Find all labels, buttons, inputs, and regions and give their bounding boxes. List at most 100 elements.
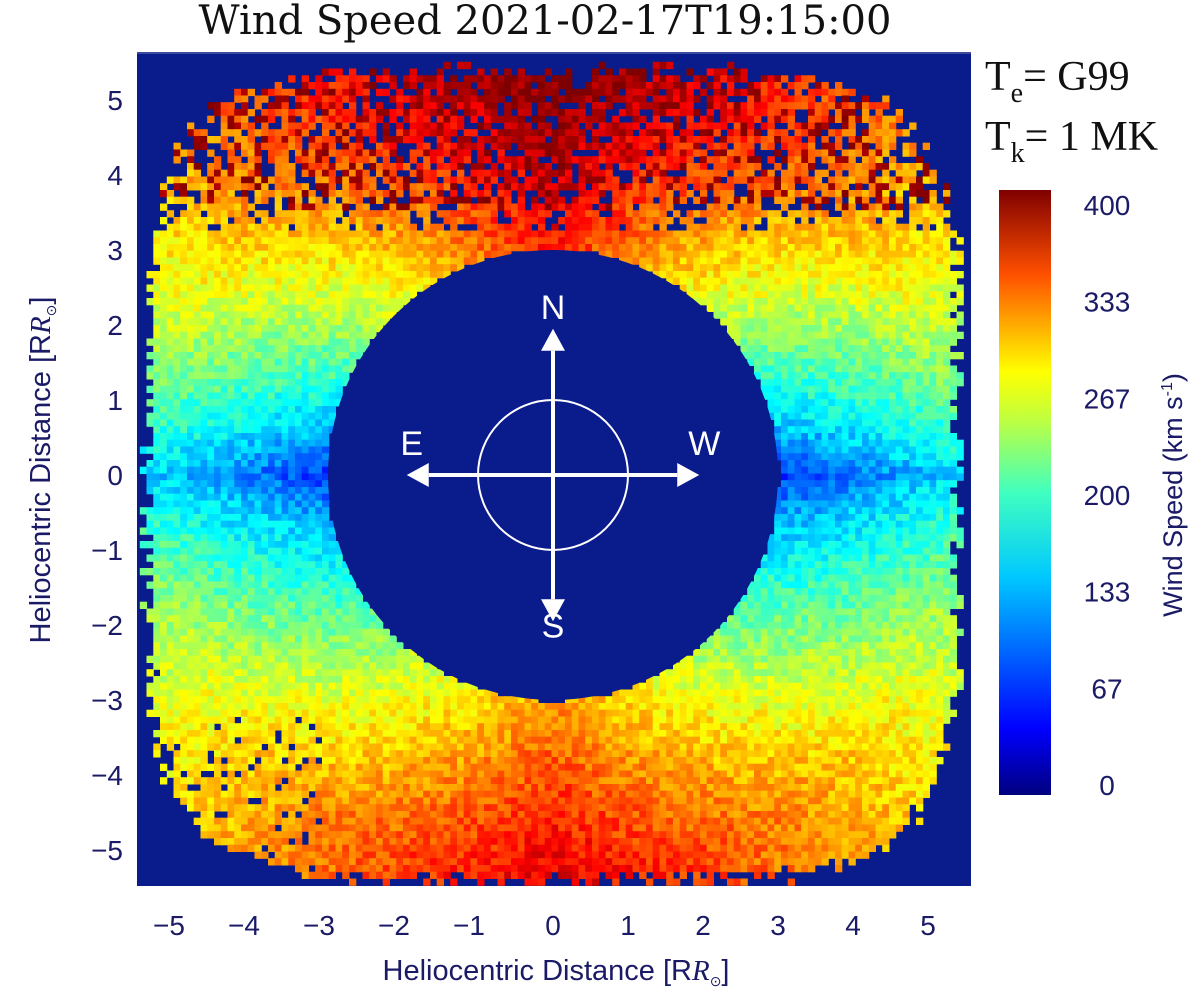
- heatmap-cell: [835, 426, 843, 434]
- heatmap-cell: [902, 365, 910, 373]
- heatmap-cell: [281, 210, 289, 218]
- heatmap-cell: [281, 453, 289, 461]
- heatmap-cell: [747, 82, 755, 90]
- heatmap-cell: [328, 331, 336, 339]
- heatmap-cell: [747, 345, 755, 353]
- heatmap-cell: [308, 392, 316, 400]
- heatmap-cell: [936, 453, 944, 461]
- heatmap-cell: [247, 169, 255, 177]
- heatmap-cell: [268, 136, 276, 144]
- heatmap-cell: [227, 466, 235, 474]
- heatmap-cell: [315, 453, 323, 461]
- heatmap-cell: [841, 480, 849, 488]
- heatmap-cell: [166, 507, 175, 515]
- heatmap-cell: [835, 338, 843, 346]
- heatmap-cell: [281, 102, 289, 110]
- heatmap-cell: [882, 115, 890, 123]
- heatmap-cell: [801, 271, 809, 279]
- heatmap-cell: [288, 75, 296, 83]
- heatmap-cell: [882, 183, 890, 191]
- heatmap-cell: [173, 311, 181, 319]
- heatmap-cell: [841, 520, 849, 528]
- heatmap-cell: [268, 338, 276, 346]
- heatmap-cell: [173, 331, 181, 339]
- heatmap-cell: [760, 331, 768, 339]
- heatmap-cell: [693, 230, 701, 238]
- heatmap-cell: [943, 365, 951, 373]
- heatmap-cell: [889, 142, 897, 150]
- heatmap-cell: [166, 250, 175, 258]
- heatmap-cell: [490, 163, 498, 171]
- heatmap-cell: [774, 257, 782, 265]
- heatmap-cell: [544, 176, 552, 184]
- heatmap-cell: [929, 217, 937, 225]
- heatmap-cell: [787, 210, 795, 218]
- heatmap-cell: [153, 507, 161, 515]
- heatmap-cell: [889, 271, 897, 279]
- heatmap-cell: [855, 399, 863, 407]
- heatmap-cell: [956, 271, 964, 279]
- heatmap-cell: [801, 102, 809, 110]
- heatmap-cell: [207, 514, 215, 522]
- heatmap-cell: [875, 500, 883, 508]
- heatmap-cell: [227, 473, 235, 481]
- heatmap-cell: [868, 392, 876, 400]
- heatmap-cell: [679, 163, 687, 171]
- heatmap-cell: [855, 446, 863, 454]
- heatmap-cell: [274, 358, 282, 366]
- heatmap-cell: [848, 379, 856, 387]
- heatmap-cell: [916, 439, 924, 447]
- heatmap-cell: [794, 210, 802, 218]
- heatmap-cell: [241, 433, 249, 441]
- heatmap-cell: [835, 480, 843, 488]
- heatmap-cell: [538, 75, 546, 83]
- heatmap-cell: [835, 82, 843, 90]
- heatmap-cell: [922, 190, 930, 198]
- heatmap-cell: [828, 190, 836, 198]
- heatmap-cell: [227, 129, 235, 137]
- heatmap-cell: [234, 291, 242, 299]
- heatmap-cell: [875, 196, 883, 204]
- heatmap-cell: [814, 406, 822, 414]
- heatmap-cell: [227, 102, 235, 110]
- heatmap-cell: [450, 163, 458, 171]
- heatmap-cell: [855, 406, 863, 414]
- heatmap-cell: [862, 460, 870, 468]
- heatmap-cell: [315, 325, 323, 333]
- heatmap-cell: [889, 156, 897, 164]
- heatmap-cell: [808, 453, 816, 461]
- heatmap-cell: [848, 318, 856, 326]
- heatmap-cell: [187, 210, 195, 218]
- heatmap-cell: [207, 453, 215, 461]
- heatmap-cell: [389, 271, 397, 279]
- heatmap-cell: [315, 102, 323, 110]
- heatmap-cell: [166, 473, 175, 481]
- heatmap-cell: [943, 433, 951, 441]
- heatmap-cell: [619, 230, 627, 238]
- heatmap-cell: [929, 331, 937, 339]
- heatmap-cell: [457, 156, 465, 164]
- heatmap-cell: [389, 291, 397, 299]
- heatmap-cell: [841, 385, 849, 393]
- heatmap-cell: [288, 230, 296, 238]
- heatmap-cell: [274, 88, 282, 97]
- heatmap-cell: [457, 217, 465, 225]
- heatmap-cell: [180, 352, 188, 360]
- heatmap-cell: [592, 217, 600, 225]
- heatmap-cell: [511, 183, 519, 191]
- heatmap-cell: [362, 277, 370, 285]
- heatmap-cell: [571, 156, 579, 164]
- heatmap-cell: [187, 291, 195, 299]
- heatmap-cell: [821, 237, 829, 245]
- heatmap-cell: [261, 190, 269, 198]
- heatmap-cell: [524, 88, 532, 97]
- heatmap-cell: [747, 190, 755, 198]
- heatmap-cell: [713, 291, 721, 299]
- heatmap-cell: [646, 102, 654, 110]
- heatmap-cell: [234, 142, 242, 150]
- heatmap-cell: [754, 372, 762, 380]
- heatmap-cell: [936, 419, 944, 427]
- heatmap-cell: [706, 244, 714, 252]
- heatmap-cell: [166, 264, 175, 272]
- heatmap-cell: [720, 284, 728, 292]
